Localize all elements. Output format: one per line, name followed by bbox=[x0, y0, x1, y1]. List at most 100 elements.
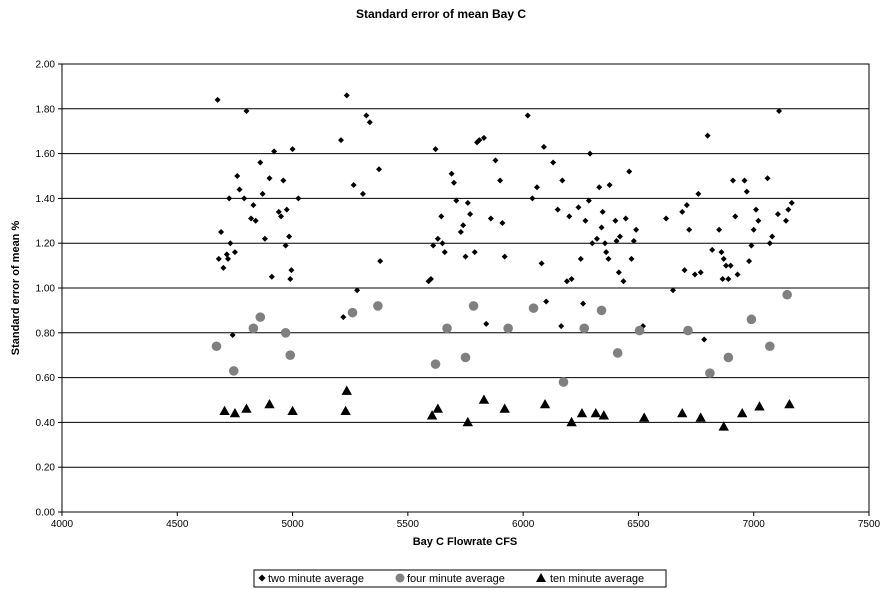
data-point bbox=[718, 249, 725, 256]
legend-diamond-marker bbox=[258, 574, 266, 582]
data-point bbox=[480, 134, 487, 141]
data-point bbox=[430, 359, 441, 369]
data-point bbox=[503, 323, 513, 334]
data-point bbox=[243, 108, 250, 115]
data-point bbox=[622, 215, 629, 222]
data-point bbox=[616, 233, 623, 240]
data-point bbox=[266, 175, 273, 182]
data-point bbox=[439, 240, 446, 247]
data-point bbox=[295, 195, 302, 202]
data-point bbox=[755, 217, 762, 224]
y-tick-label: 0.60 bbox=[36, 373, 56, 384]
data-point bbox=[734, 271, 741, 278]
x-tick-label: 5500 bbox=[397, 519, 420, 530]
data-point bbox=[363, 112, 370, 119]
data-point bbox=[539, 398, 551, 409]
data-point bbox=[462, 416, 474, 427]
data-point bbox=[603, 249, 610, 256]
data-point bbox=[228, 366, 239, 376]
data-point bbox=[612, 217, 619, 224]
data-point bbox=[558, 323, 565, 330]
data-point bbox=[723, 352, 734, 363]
data-point bbox=[785, 206, 792, 213]
data-point bbox=[695, 412, 706, 422]
data-point bbox=[704, 132, 711, 139]
data-point bbox=[442, 323, 452, 334]
data-point bbox=[354, 287, 361, 294]
data-point bbox=[220, 264, 227, 271]
data-point bbox=[229, 407, 241, 418]
y-tick-label: 0.40 bbox=[36, 418, 56, 429]
data-point bbox=[434, 235, 441, 242]
data-point bbox=[575, 204, 582, 211]
data-point bbox=[765, 341, 775, 352]
data-point bbox=[577, 255, 584, 262]
y-tick-label: 1.20 bbox=[36, 239, 56, 250]
data-point bbox=[453, 197, 460, 204]
x-tick-label: 6500 bbox=[627, 519, 650, 530]
data-point bbox=[234, 173, 241, 179]
y-axis-label: Standard error of mean % bbox=[10, 221, 22, 356]
data-point bbox=[366, 119, 373, 126]
data-point bbox=[769, 233, 776, 240]
data-point bbox=[587, 150, 594, 157]
data-point bbox=[748, 242, 755, 249]
data-point bbox=[426, 410, 438, 420]
data-point bbox=[599, 208, 606, 215]
data-point bbox=[598, 410, 610, 420]
data-point bbox=[282, 242, 289, 249]
data-point bbox=[462, 253, 469, 260]
data-point bbox=[341, 385, 352, 395]
legend-label-two-minute: two minute average bbox=[268, 573, 364, 585]
data-point bbox=[468, 301, 479, 311]
data-point bbox=[438, 213, 445, 220]
data-point bbox=[280, 328, 291, 338]
data-point bbox=[343, 92, 350, 99]
data-point bbox=[350, 181, 357, 188]
data-point bbox=[248, 215, 255, 222]
data-point bbox=[476, 137, 483, 144]
data-point bbox=[568, 276, 575, 283]
data-point bbox=[268, 273, 275, 280]
data-point bbox=[288, 267, 295, 274]
data-point bbox=[766, 240, 773, 247]
data-point bbox=[478, 394, 490, 404]
x-tick-label: 7500 bbox=[858, 519, 881, 530]
data-point bbox=[686, 226, 693, 233]
data-point bbox=[612, 348, 623, 358]
legend-triangle-marker bbox=[536, 573, 546, 582]
data-point bbox=[746, 314, 757, 325]
data-point bbox=[257, 159, 264, 166]
x-tick-label: 5000 bbox=[281, 519, 304, 530]
y-tick-label: 1.80 bbox=[36, 104, 56, 115]
data-point bbox=[750, 226, 757, 233]
y-tick-label: 2.00 bbox=[36, 60, 56, 71]
data-point bbox=[287, 405, 298, 415]
data-point bbox=[596, 305, 607, 316]
data-point bbox=[613, 237, 620, 244]
data-point bbox=[543, 298, 550, 305]
data-point bbox=[231, 249, 238, 256]
data-point bbox=[776, 108, 783, 115]
data-point bbox=[683, 202, 690, 209]
data-point bbox=[718, 421, 729, 431]
data-point bbox=[283, 206, 290, 213]
data-point bbox=[691, 271, 698, 278]
data-point bbox=[563, 278, 570, 285]
data-point bbox=[483, 320, 490, 327]
y-tick-label: 1.40 bbox=[36, 194, 56, 205]
data-point bbox=[432, 403, 444, 413]
data-point bbox=[275, 208, 282, 215]
x-tick-label: 6000 bbox=[512, 519, 535, 530]
data-point bbox=[683, 325, 693, 336]
data-point bbox=[615, 269, 622, 276]
legend: two minute average four minute average t… bbox=[253, 569, 667, 588]
data-point bbox=[340, 314, 347, 321]
data-point bbox=[695, 190, 702, 197]
data-point bbox=[697, 269, 704, 276]
legend-label-four-minute: four minute average bbox=[407, 573, 505, 585]
data-point bbox=[215, 255, 222, 262]
y-tick-label: 0.80 bbox=[36, 328, 56, 339]
data-point bbox=[289, 146, 296, 153]
data-point bbox=[533, 184, 540, 191]
